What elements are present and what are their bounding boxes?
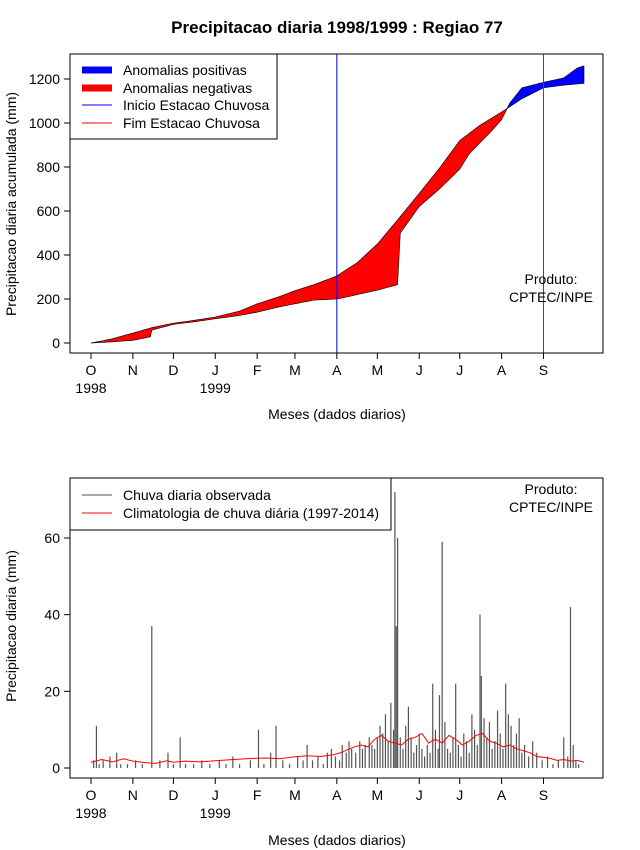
top-x-tick-label: A bbox=[497, 362, 507, 378]
bottom-product-line1: Produto: bbox=[525, 481, 578, 497]
bottom-x-tick-label: M bbox=[289, 787, 301, 803]
bottom-x-axis: O N D J F M A M J J A S 1998 1999 bbox=[75, 777, 548, 821]
top-x-tick-label: O bbox=[86, 362, 97, 378]
top-y-tick-label: 200 bbox=[37, 291, 61, 307]
bottom-panel: 0 20 40 60 O N D J F M A M J J A S 1998 1999 Meses (dado… bbox=[3, 477, 604, 848]
legend-label-observed: Chuva diaria observada bbox=[123, 487, 271, 503]
bottom-x-tick-label: J bbox=[456, 787, 463, 803]
top-y-axis-label: Precipitacao diaria acumulada (mm) bbox=[3, 92, 19, 316]
positive-anomaly-area bbox=[506, 65, 585, 109]
top-y-tick-label: 800 bbox=[37, 159, 61, 175]
top-year-label: 1999 bbox=[200, 380, 231, 396]
top-y-axis: 0 200 400 600 800 1000 1200 bbox=[29, 71, 71, 351]
bottom-x-tick-label: J bbox=[212, 787, 219, 803]
top-x-tick-label: S bbox=[539, 362, 548, 378]
top-x-tick-label: J bbox=[416, 362, 423, 378]
top-x-tick-label: A bbox=[332, 362, 342, 378]
top-x-tick-label: J bbox=[212, 362, 219, 378]
top-legend: Anomalias positivas Anomalias negativas … bbox=[69, 53, 278, 140]
bottom-x-tick-label: D bbox=[168, 787, 178, 803]
observed-rain-bars bbox=[93, 492, 580, 768]
bottom-x-tick-label: F bbox=[253, 787, 262, 803]
top-panel: 0 200 400 600 800 1000 1200 O N D J F M A M J J A S 1998 19… bbox=[3, 53, 604, 422]
climatology-line bbox=[90, 732, 585, 764]
top-product-line2: CPTEC/INPE bbox=[509, 289, 593, 305]
legend-label-season-end: Fim Estacao Chuvosa bbox=[123, 115, 260, 131]
bottom-y-tick-label: 0 bbox=[52, 760, 60, 776]
legend-label-climatology: Climatologia de chuva diária (1997-2014) bbox=[123, 505, 379, 521]
legend-label-season-start: Inicio Estacao Chuvosa bbox=[123, 97, 270, 113]
top-y-tick-label: 400 bbox=[37, 247, 61, 263]
bottom-x-tick-label: A bbox=[332, 787, 342, 803]
bottom-y-tick-label: 40 bbox=[44, 607, 60, 623]
bottom-year-label: 1998 bbox=[75, 805, 106, 821]
bottom-x-tick-label: O bbox=[86, 787, 97, 803]
bottom-x-tick-label: J bbox=[416, 787, 423, 803]
top-product-line1: Produto: bbox=[525, 271, 578, 287]
negative-anomaly-area bbox=[90, 105, 509, 344]
bottom-x-tick-label: A bbox=[497, 787, 507, 803]
bottom-product-line2: CPTEC/INPE bbox=[509, 499, 593, 515]
bottom-x-tick-label: N bbox=[128, 787, 138, 803]
bottom-legend: Chuva diaria observada Climatologia de c… bbox=[69, 477, 392, 531]
top-y-tick-label: 1000 bbox=[29, 115, 60, 131]
top-y-tick-label: 1200 bbox=[29, 71, 60, 87]
top-y-tick-label: 600 bbox=[37, 203, 61, 219]
top-year-label: 1998 bbox=[75, 380, 106, 396]
bottom-y-tick-label: 20 bbox=[44, 683, 60, 699]
bottom-y-axis-label: Precipitacao diaria (mm) bbox=[3, 550, 19, 702]
bottom-year-label: 1999 bbox=[200, 805, 231, 821]
top-x-tick-label: F bbox=[253, 362, 262, 378]
chart-title: Precipitacao diaria 1998/1999 : Regiao 7… bbox=[171, 18, 503, 37]
top-x-tick-label: D bbox=[168, 362, 178, 378]
legend-label-negative: Anomalias negativas bbox=[123, 80, 252, 96]
top-x-tick-label: N bbox=[128, 362, 138, 378]
legend-label-positive: Anomalias positivas bbox=[123, 62, 247, 78]
bottom-y-tick-label: 60 bbox=[44, 530, 60, 546]
bottom-legend-box bbox=[69, 477, 392, 531]
top-x-tick-label: J bbox=[456, 362, 463, 378]
bottom-x-tick-label: M bbox=[372, 787, 384, 803]
top-x-axis: O N D J F M A M J J A S 1998 1999 bbox=[75, 352, 548, 396]
bottom-y-axis: 0 20 40 60 bbox=[44, 530, 71, 776]
top-x-tick-label: M bbox=[372, 362, 384, 378]
top-x-tick-label: M bbox=[289, 362, 301, 378]
top-anomaly-areas bbox=[90, 65, 585, 344]
bottom-x-tick-label: S bbox=[539, 787, 548, 803]
top-x-axis-label: Meses (dados diarios) bbox=[268, 406, 406, 422]
bottom-x-axis-label: Meses (dados diarios) bbox=[268, 832, 406, 848]
top-y-tick-label: 0 bbox=[52, 335, 60, 351]
